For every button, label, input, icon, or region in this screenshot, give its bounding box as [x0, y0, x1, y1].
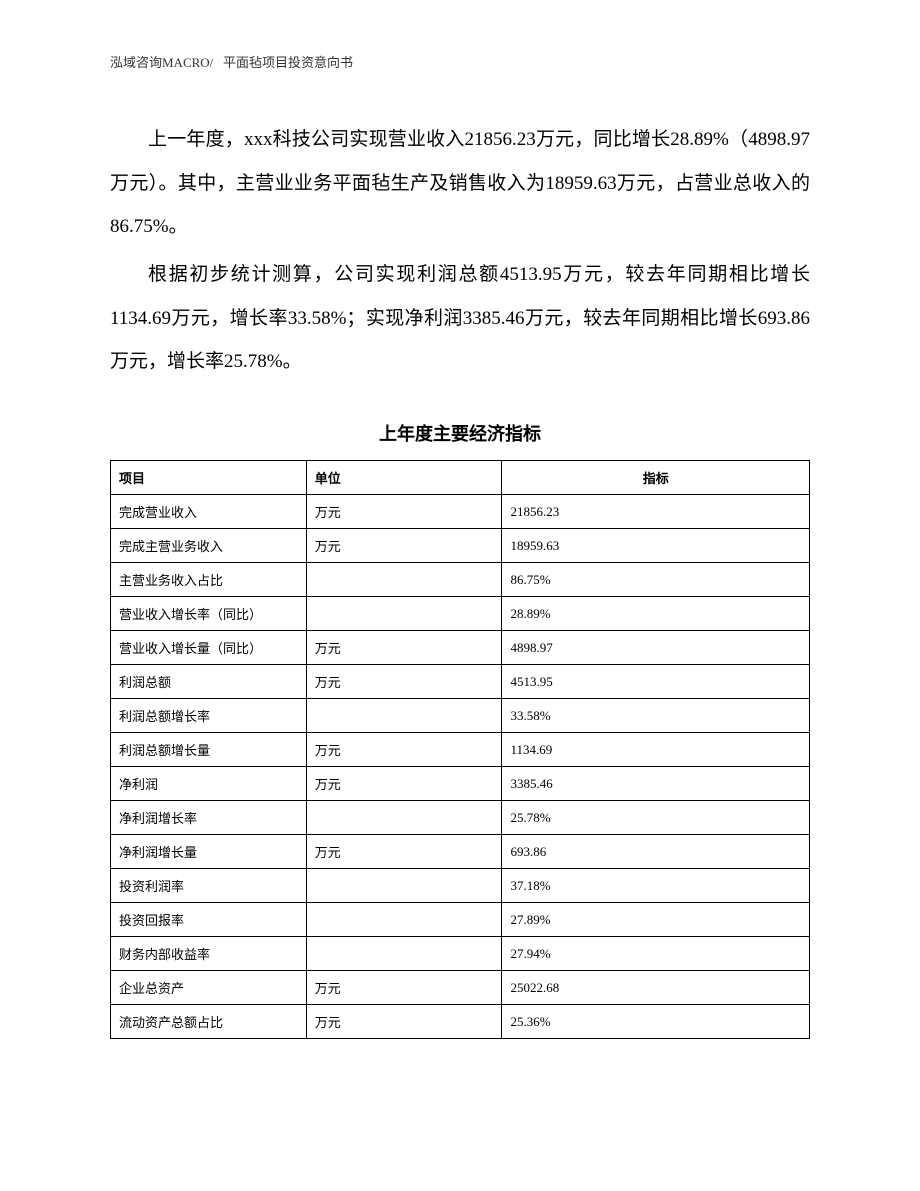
cell-unit: 万元	[306, 971, 502, 1005]
cell-index: 27.94%	[502, 937, 810, 971]
cell-index: 1134.69	[502, 733, 810, 767]
cell-unit	[306, 937, 502, 971]
header-index: 指标	[502, 461, 810, 495]
table-row: 利润总额增长率 33.58%	[111, 699, 810, 733]
cell-item: 企业总资产	[111, 971, 307, 1005]
table-row: 投资利润率 37.18%	[111, 869, 810, 903]
cell-index: 4898.97	[502, 631, 810, 665]
table-row: 营业收入增长率（同比） 28.89%	[111, 597, 810, 631]
cell-index: 18959.63	[502, 529, 810, 563]
page-header: 泓域咨询MACRO/ 平面毡项目投资意向书	[110, 52, 353, 71]
economic-indicators-table: 项目 单位 指标 完成营业收入万元21856.23完成主营业务收入万元18959…	[110, 460, 810, 1039]
table-row: 企业总资产万元25022.68	[111, 971, 810, 1005]
cell-index: 28.89%	[502, 597, 810, 631]
cell-item: 利润总额增长率	[111, 699, 307, 733]
cell-unit	[306, 801, 502, 835]
table-row: 利润总额增长量万元1134.69	[111, 733, 810, 767]
header-source: 泓域咨询MACRO/	[110, 55, 213, 70]
cell-index: 25.78%	[502, 801, 810, 835]
cell-unit	[306, 597, 502, 631]
cell-index: 27.89%	[502, 903, 810, 937]
cell-unit	[306, 903, 502, 937]
cell-index: 37.18%	[502, 869, 810, 903]
cell-item: 完成主营业务收入	[111, 529, 307, 563]
paragraph-1: 上一年度，xxx科技公司实现营业收入21856.23万元，同比增长28.89%（…	[110, 118, 810, 249]
cell-item: 完成营业收入	[111, 495, 307, 529]
document-content: 上一年度，xxx科技公司实现营业收入21856.23万元，同比增长28.89%（…	[110, 118, 810, 1039]
cell-unit	[306, 563, 502, 597]
header-item: 项目	[111, 461, 307, 495]
header-unit: 单位	[306, 461, 502, 495]
cell-unit: 万元	[306, 767, 502, 801]
cell-item: 净利润增长率	[111, 801, 307, 835]
cell-index: 86.75%	[502, 563, 810, 597]
cell-item: 净利润	[111, 767, 307, 801]
cell-item: 利润总额	[111, 665, 307, 699]
cell-unit: 万元	[306, 495, 502, 529]
table-row: 净利润增长量万元693.86	[111, 835, 810, 869]
cell-index: 3385.46	[502, 767, 810, 801]
cell-item: 主营业务收入占比	[111, 563, 307, 597]
cell-index: 21856.23	[502, 495, 810, 529]
cell-unit: 万元	[306, 835, 502, 869]
table-row: 完成主营业务收入万元18959.63	[111, 529, 810, 563]
cell-index: 25.36%	[502, 1005, 810, 1039]
cell-unit: 万元	[306, 631, 502, 665]
cell-index: 33.58%	[502, 699, 810, 733]
cell-unit: 万元	[306, 529, 502, 563]
cell-item: 流动资产总额占比	[111, 1005, 307, 1039]
cell-unit	[306, 869, 502, 903]
cell-item: 利润总额增长量	[111, 733, 307, 767]
cell-unit	[306, 699, 502, 733]
cell-unit: 万元	[306, 665, 502, 699]
cell-index: 25022.68	[502, 971, 810, 1005]
cell-unit: 万元	[306, 733, 502, 767]
cell-index: 4513.95	[502, 665, 810, 699]
table-row: 完成营业收入万元21856.23	[111, 495, 810, 529]
cell-item: 净利润增长量	[111, 835, 307, 869]
table-title: 上年度主要经济指标	[110, 420, 810, 446]
cell-item: 财务内部收益率	[111, 937, 307, 971]
header-title: 平面毡项目投资意向书	[223, 55, 353, 70]
cell-item: 投资利润率	[111, 869, 307, 903]
table-row: 营业收入增长量（同比）万元4898.97	[111, 631, 810, 665]
paragraph-2: 根据初步统计测算，公司实现利润总额4513.95万元，较去年同期相比增长1134…	[110, 253, 810, 384]
table-row: 净利润增长率 25.78%	[111, 801, 810, 835]
table-header-row: 项目 单位 指标	[111, 461, 810, 495]
table-row: 投资回报率 27.89%	[111, 903, 810, 937]
table-row: 主营业务收入占比 86.75%	[111, 563, 810, 597]
table-row: 财务内部收益率 27.94%	[111, 937, 810, 971]
table-row: 净利润万元3385.46	[111, 767, 810, 801]
cell-item: 投资回报率	[111, 903, 307, 937]
cell-item: 营业收入增长率（同比）	[111, 597, 307, 631]
cell-unit: 万元	[306, 1005, 502, 1039]
table-row: 利润总额万元4513.95	[111, 665, 810, 699]
cell-index: 693.86	[502, 835, 810, 869]
cell-item: 营业收入增长量（同比）	[111, 631, 307, 665]
table-row: 流动资产总额占比万元25.36%	[111, 1005, 810, 1039]
